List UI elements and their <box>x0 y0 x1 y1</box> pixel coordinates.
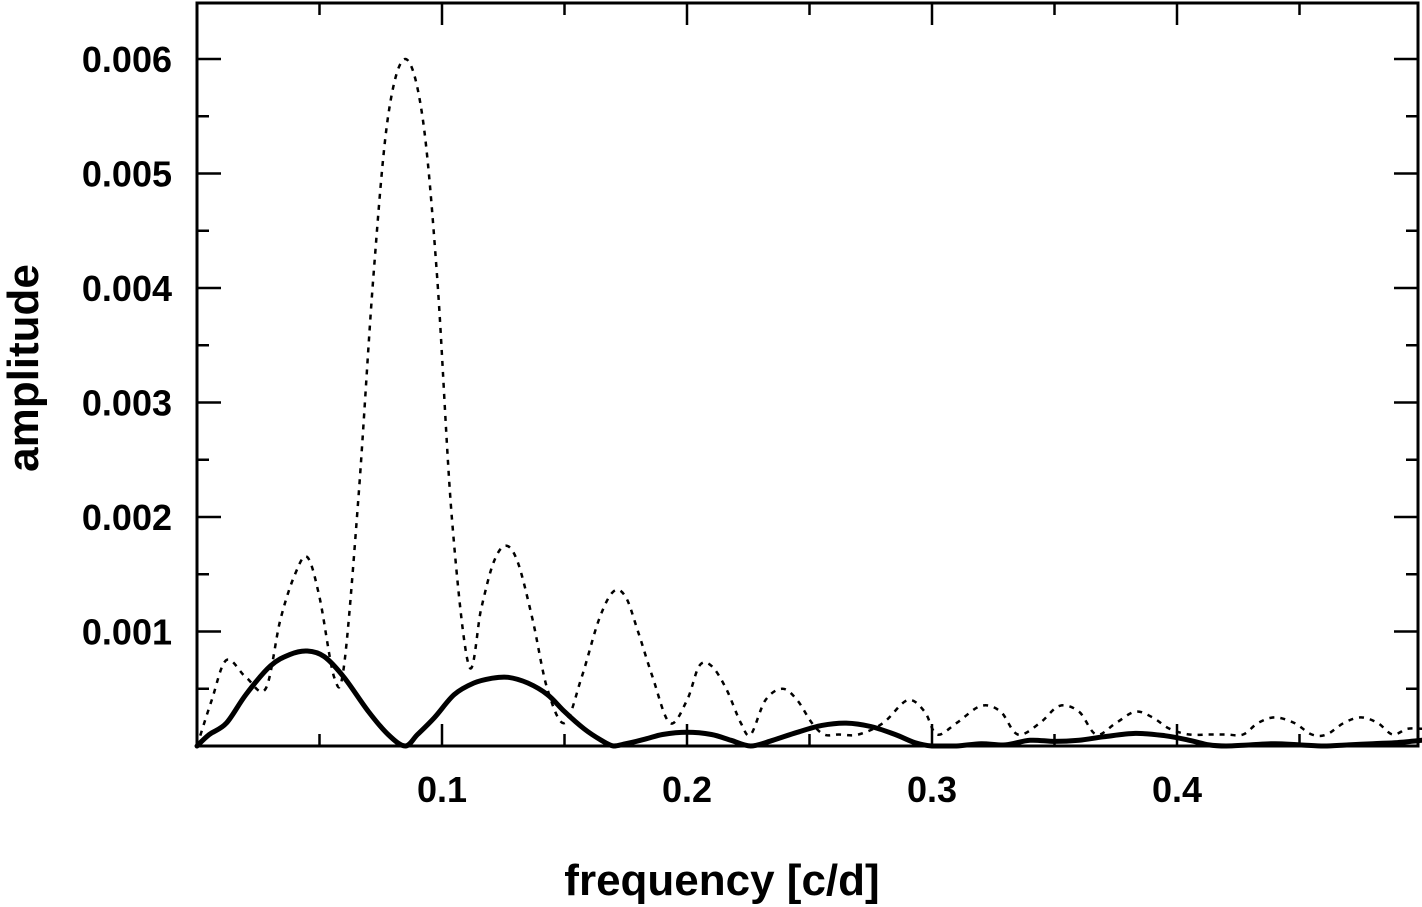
plot-area-frame <box>195 1 1420 748</box>
y-tick-label: 0.001 <box>82 612 172 653</box>
x-tick-label: 0.4 <box>1152 769 1202 810</box>
x-tick-label: 0.3 <box>907 769 957 810</box>
axis-ticks <box>197 3 1418 746</box>
y-axis-title: amplitude <box>0 264 48 472</box>
y-tick-label: 0.006 <box>82 39 172 80</box>
x-axis-title: frequency [c/d] <box>564 856 879 905</box>
y-tick-label: 0.003 <box>82 383 172 424</box>
series-layer <box>194 57 1422 749</box>
x-tick-label: 0.1 <box>417 769 467 810</box>
dotted-series-line <box>195 57 1422 747</box>
y-tick-label: 0.004 <box>82 268 172 309</box>
y-tick-label: 0.002 <box>82 497 172 538</box>
x-tick-labels: 0.1 0.2 0.3 0.4 <box>417 769 1202 810</box>
y-tick-labels: 0.001 0.002 0.003 0.004 0.005 0.006 <box>82 39 172 653</box>
x-tick-label: 0.2 <box>662 769 712 810</box>
y-tick-label: 0.005 <box>82 154 172 195</box>
solid-series-line <box>194 648 1422 749</box>
